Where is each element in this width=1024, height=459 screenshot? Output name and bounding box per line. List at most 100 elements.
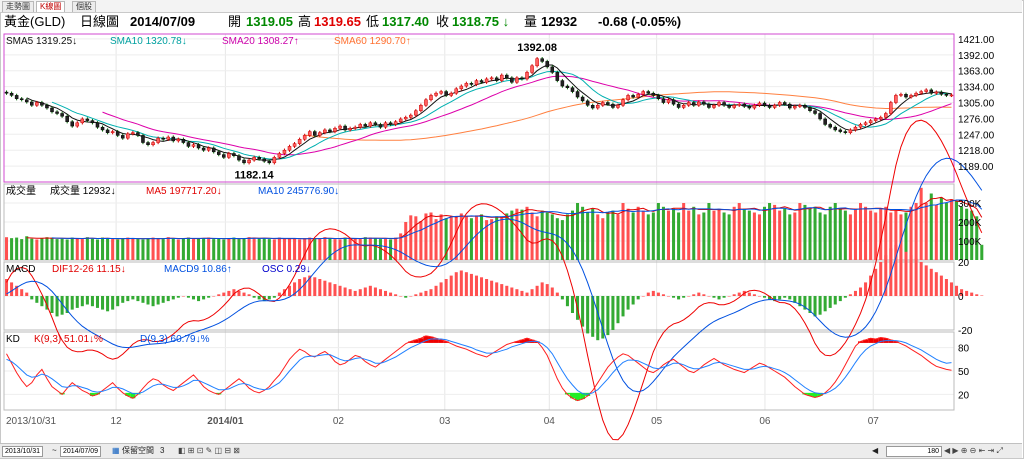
candle <box>318 132 322 136</box>
macd-osc-bar <box>843 296 847 298</box>
volume-bar <box>414 216 418 260</box>
volume-bar <box>424 213 428 260</box>
candle <box>338 125 342 129</box>
candle <box>383 122 388 128</box>
tab-stock[interactable]: 個股 <box>72 1 96 12</box>
kd-oversold-fill <box>89 392 95 396</box>
candle <box>237 155 241 161</box>
volume-bar <box>267 239 271 260</box>
candle <box>449 92 453 96</box>
volume-bar <box>803 204 807 260</box>
volume-bar <box>126 237 130 260</box>
candle <box>777 102 782 106</box>
end-date-input[interactable]: 2014/07/09 <box>60 446 102 457</box>
candle <box>388 122 393 125</box>
candle <box>510 77 514 83</box>
macd-osc-bar <box>70 296 74 310</box>
price-tick-label: 1305.00 <box>958 99 995 110</box>
volume-bar <box>914 203 918 260</box>
macd-legend-item: DIF12-26 11.15↓ <box>52 264 126 275</box>
macd-osc-bar <box>146 296 150 305</box>
candle <box>555 72 560 81</box>
scroll-left-icon[interactable]: ◀ <box>872 446 879 455</box>
candle <box>110 131 115 133</box>
macd-osc-bar <box>611 296 615 330</box>
zoom-tool-icons[interactable]: ◀ ▶ ⊕ ⊖ ⇤ ⇥ ⤢ <box>944 446 1003 455</box>
sma20-line <box>102 75 952 156</box>
volume-bar <box>348 238 352 260</box>
kd-oversold-fill <box>575 392 581 401</box>
candle <box>565 85 570 88</box>
macd-dif-line <box>6 119 983 441</box>
volume-bar <box>939 197 943 260</box>
keep-space-value[interactable]: 3 <box>160 446 165 455</box>
volume-bar <box>737 203 741 260</box>
quote-header: 黃金(GLD) 日線圖 2014/07/09 開 1319.05 高 1319.… <box>0 12 1022 32</box>
volume-bar <box>65 239 69 260</box>
volume-bar <box>272 239 276 260</box>
macd-osc-bar <box>732 294 736 296</box>
kd-overbought-fill <box>857 341 864 343</box>
macd-osc-bar <box>20 289 24 296</box>
candle <box>343 125 347 131</box>
volume-legend-item: MA10 245776.90↓ <box>258 186 339 197</box>
candle <box>297 138 302 144</box>
volume-bar <box>828 206 832 260</box>
volume-bar <box>469 218 473 260</box>
macd-osc-bar <box>202 296 206 300</box>
macd-osc-bar <box>181 296 185 297</box>
macd-osc-bar <box>899 248 903 296</box>
macd-osc-bar <box>227 290 231 296</box>
volume-bar <box>641 210 645 260</box>
volume-bar <box>20 239 24 260</box>
candle <box>95 122 100 128</box>
volume-bar <box>672 208 676 260</box>
candle <box>186 142 191 147</box>
candle <box>307 131 312 136</box>
macd-osc-bar <box>661 294 665 296</box>
macd-osc-bar <box>672 296 676 298</box>
macd-osc-bar <box>166 296 170 302</box>
candle <box>621 99 625 106</box>
candle <box>788 103 792 109</box>
volume-bar <box>919 187 923 260</box>
volume-bar <box>879 208 883 260</box>
tab-intraday[interactable]: 走勢圖 <box>2 1 34 12</box>
volume-bar <box>864 206 868 260</box>
macd-osc-bar <box>419 292 423 296</box>
chart-tool-icons[interactable]: ◧ ⊞ ⊡ ✎ ◫ ⊟ ⊠ <box>178 446 240 455</box>
macd-osc-bar <box>368 285 372 296</box>
volume-bar <box>762 206 767 260</box>
candle <box>479 80 484 83</box>
kd-overbought-fill <box>873 339 879 343</box>
volume-bar <box>328 238 332 260</box>
candle <box>398 118 403 122</box>
macd-osc-bar <box>80 296 84 307</box>
candle <box>363 124 368 127</box>
tab-kline[interactable]: K線圖 <box>36 1 66 12</box>
volume-bar <box>611 210 615 260</box>
macd-osc-bar <box>267 296 271 300</box>
macd-osc-bar <box>136 296 140 302</box>
macd-osc-bar <box>894 245 898 296</box>
candle <box>60 113 64 117</box>
macd-osc-bar <box>934 272 938 296</box>
macd-osc-bar <box>838 296 842 302</box>
volume-bar <box>191 239 196 260</box>
volume-bar <box>459 213 463 260</box>
candle <box>681 105 686 108</box>
macd-osc-bar <box>535 285 539 296</box>
candle <box>333 128 337 132</box>
zoom-value[interactable]: 180 <box>886 446 942 457</box>
candle <box>424 99 428 106</box>
volume-bar <box>742 208 746 260</box>
candle <box>267 160 272 164</box>
close-label: 收 <box>436 14 450 29</box>
candle <box>767 105 772 108</box>
macd-osc-bar <box>737 292 741 296</box>
stock-chart[interactable]: 1392.08 1182.14 SMA5 1319.25↓ SMA10 1320.7… <box>0 32 1022 444</box>
volume-bar <box>793 212 797 260</box>
calendar-icon[interactable]: ▦ <box>112 446 120 455</box>
start-date-input[interactable]: 2013/10/31 <box>2 446 44 457</box>
macd-osc-bar <box>469 273 473 296</box>
